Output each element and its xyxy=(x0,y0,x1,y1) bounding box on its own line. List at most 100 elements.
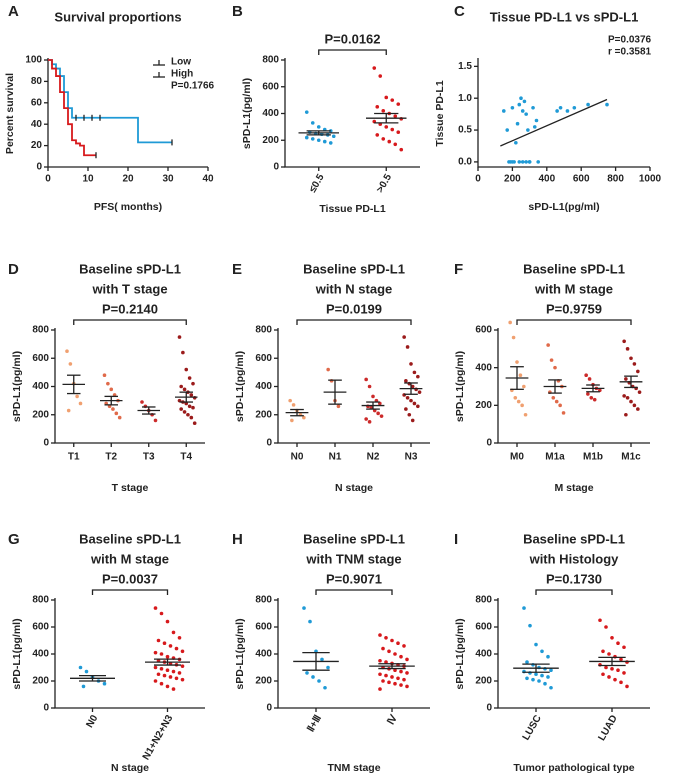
legend-label: High xyxy=(171,69,193,80)
point xyxy=(316,138,321,143)
point xyxy=(288,398,292,403)
point xyxy=(310,137,315,141)
point xyxy=(515,121,520,126)
point xyxy=(393,668,397,672)
point xyxy=(75,394,79,399)
point xyxy=(396,102,401,106)
axes xyxy=(497,328,650,444)
y-axis-label: sPD-L1(pg/ml) xyxy=(234,618,246,689)
point xyxy=(182,387,187,392)
point xyxy=(168,675,173,679)
point xyxy=(551,396,556,400)
panel-letter: C xyxy=(454,3,465,20)
y-tick-label: 40 xyxy=(31,119,43,130)
p-value: P=0.1766 xyxy=(171,81,215,92)
y-tick-label: 800 xyxy=(475,595,492,606)
point xyxy=(407,412,412,417)
y-tick-label: 200 xyxy=(262,135,279,146)
point xyxy=(171,687,176,691)
point xyxy=(636,407,640,411)
point xyxy=(326,367,330,372)
point xyxy=(182,410,187,414)
axes xyxy=(497,598,650,709)
point xyxy=(554,399,559,404)
point xyxy=(396,130,401,135)
point xyxy=(153,606,158,610)
point xyxy=(405,396,410,400)
point xyxy=(625,396,630,400)
point xyxy=(527,160,532,164)
point xyxy=(174,646,179,651)
p-value: P=0.9071 xyxy=(326,571,382,586)
y-axis-label: sPD-L1(pg/ml) xyxy=(11,351,23,422)
point xyxy=(546,654,550,659)
point xyxy=(159,667,164,671)
point xyxy=(531,677,535,682)
point xyxy=(604,665,608,670)
point xyxy=(189,415,194,420)
point xyxy=(384,636,388,640)
y-axis-label: sPD-L1(pg/ml) xyxy=(241,78,253,149)
point xyxy=(78,665,83,670)
point xyxy=(186,412,190,417)
chart-title: Survival proportions xyxy=(54,9,181,24)
point xyxy=(549,685,553,690)
y-tick-label: 200 xyxy=(32,676,49,687)
point xyxy=(534,118,539,123)
point xyxy=(102,681,107,686)
x-tick-label: 200 xyxy=(504,174,521,185)
point xyxy=(109,387,114,392)
x-tick-label: N1+N2+N3 xyxy=(141,713,176,762)
point xyxy=(189,393,194,397)
chart-title: with TNM stage xyxy=(305,551,401,566)
point xyxy=(367,384,372,389)
point xyxy=(311,675,315,679)
y-tick-label: 200 xyxy=(255,676,272,687)
point xyxy=(525,676,529,681)
point xyxy=(409,398,413,403)
x-tick-label: LUSC xyxy=(521,713,544,742)
point xyxy=(66,408,71,413)
x-tick-label: 40 xyxy=(202,174,214,185)
point xyxy=(607,675,611,679)
y-tick-label: 800 xyxy=(255,325,272,336)
point xyxy=(604,625,608,629)
y-tick-label: 200 xyxy=(475,676,492,687)
y-tick-label: 400 xyxy=(255,649,272,660)
point xyxy=(162,673,167,678)
point xyxy=(171,630,176,635)
legend-label: Low xyxy=(171,57,191,68)
point xyxy=(171,669,176,674)
y-axis-label: Percent survival xyxy=(4,73,16,154)
p-value: P=0.2140 xyxy=(102,301,158,316)
y-tick-label: 400 xyxy=(475,649,492,660)
significance-bracket xyxy=(318,49,387,55)
point xyxy=(526,128,530,132)
panel-letter: H xyxy=(232,531,243,548)
x-tick-label: 1000 xyxy=(639,174,662,185)
point xyxy=(308,619,312,624)
y-tick-label: 600 xyxy=(32,353,49,364)
point xyxy=(405,671,409,675)
x-tick-label: Ⅱ+Ⅲ xyxy=(306,713,324,734)
point xyxy=(402,644,406,648)
point xyxy=(180,664,185,668)
chart-title: Baseline sPD-L1 xyxy=(79,531,181,546)
point xyxy=(153,665,158,670)
y-axis-label: sPD-L1(pg/ml) xyxy=(11,618,23,689)
x-axis-label: Tumor pathological type xyxy=(513,762,634,774)
point xyxy=(522,384,526,389)
y-tick-label: 1.0 xyxy=(458,93,472,104)
point xyxy=(513,396,518,400)
point xyxy=(378,672,382,677)
point xyxy=(555,109,559,113)
y-tick-label: 0 xyxy=(486,438,492,449)
p-value: P=0.1730 xyxy=(546,571,602,586)
point xyxy=(378,687,382,691)
point xyxy=(290,418,294,423)
point xyxy=(156,638,161,643)
point xyxy=(174,676,179,681)
point xyxy=(405,657,409,662)
point xyxy=(508,320,512,325)
